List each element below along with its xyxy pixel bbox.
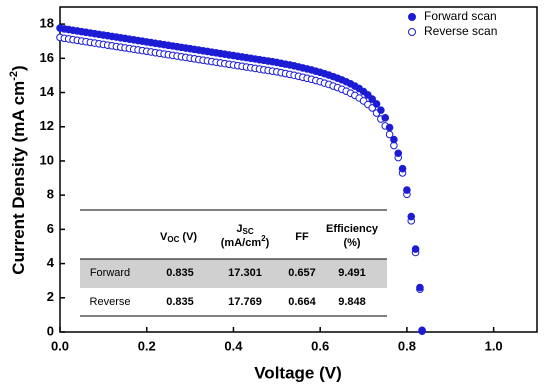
data-point [418, 326, 426, 335]
y-tick-label: 4 [47, 255, 55, 270]
data-point [398, 164, 407, 173]
table-cell: 0.664 [288, 296, 316, 308]
data-point [403, 186, 411, 194]
table-row-label: Reverse [90, 296, 131, 308]
table-cell: 9.491 [338, 267, 366, 279]
x-tick-label: 0.4 [224, 338, 243, 353]
table-highlight [80, 259, 387, 288]
plot-frame [59, 6, 538, 333]
y-tick-label: 2 [47, 289, 54, 304]
x-tick-label: 0.0 [51, 338, 69, 353]
table-header: JSC [236, 223, 253, 236]
table-row-label: Forward [90, 267, 130, 279]
table-cell: 0.835 [166, 296, 194, 308]
table-cell: 0.835 [166, 267, 194, 279]
table-cell: 17.769 [228, 296, 262, 308]
data-point [385, 123, 394, 132]
table-cell: 17.301 [228, 267, 262, 279]
data-point [411, 245, 420, 253]
x-tick-label: 0.8 [398, 338, 416, 353]
x-tick-label: 1.0 [485, 338, 503, 353]
y-axis-label: Current Density (mA cm-2) [8, 65, 29, 274]
data-point [390, 135, 398, 144]
table-cell: 0.657 [288, 267, 316, 279]
data-point [372, 100, 381, 108]
legend-label: Forward scan [424, 9, 497, 23]
data-point [377, 106, 385, 114]
legend-marker [408, 13, 416, 21]
y-tick-label: 6 [47, 221, 54, 236]
legend-label: Reverse scan [424, 24, 497, 38]
y-tick-label: 0 [47, 323, 54, 338]
x-axis-label: Voltage (V) [254, 363, 342, 382]
y-tick-label: 16 [40, 50, 54, 65]
table-header: (mA/cm2) [221, 234, 270, 249]
table-header: Efficiency [326, 223, 379, 235]
table-header: (%) [343, 237, 360, 249]
data-point [394, 149, 403, 158]
legend-marker [408, 28, 416, 36]
x-tick-label: 0.6 [311, 338, 329, 353]
y-tick-label: 18 [40, 16, 54, 31]
data-point [416, 283, 424, 292]
table-header: VOC (V) [160, 231, 197, 244]
x-tick-label: 0.2 [138, 338, 156, 353]
y-tick-label: 8 [47, 187, 54, 202]
data-point [407, 212, 416, 221]
y-tick-label: 14 [40, 84, 55, 99]
table-header: FF [295, 231, 309, 243]
data-point [368, 95, 377, 103]
data-point [381, 114, 390, 122]
y-tick-label: 10 [40, 152, 54, 167]
table-cell: 9.848 [338, 296, 366, 308]
y-tick-label: 12 [40, 118, 54, 133]
